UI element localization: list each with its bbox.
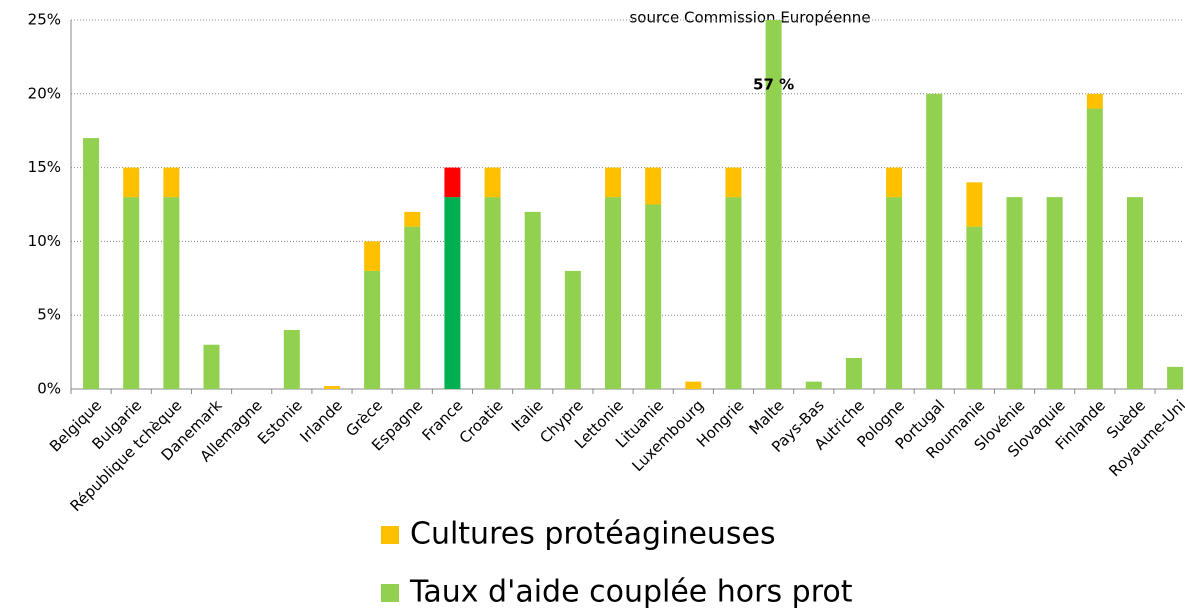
bar-segment	[283, 329, 300, 389]
legend-label: Cultures protéagineuses	[410, 517, 776, 552]
x-tick-label: Estonie	[254, 396, 306, 448]
bar-segment	[926, 93, 943, 390]
bar-segment	[163, 167, 180, 198]
bar-segment	[805, 381, 822, 389]
bar-segment	[725, 167, 742, 198]
bar-segment	[605, 167, 622, 198]
bar-segment	[966, 226, 983, 389]
bar-segment	[404, 211, 421, 227]
plot-area	[83, 20, 1184, 390]
bar-segment	[725, 197, 742, 389]
x-tick-label: Croatie	[456, 396, 507, 447]
y-tick-label: 10%	[28, 232, 61, 250]
data-label: 57 %	[753, 76, 794, 94]
bar-segment	[364, 241, 381, 271]
bar-segment	[524, 211, 541, 389]
bar-segment	[1167, 366, 1184, 389]
bar-segment	[123, 167, 140, 198]
legend-label: Taux d'aide couplée hors prot	[409, 575, 853, 608]
bar-segment	[123, 197, 140, 389]
chart-subtitle: source Commission Européenne	[629, 9, 870, 27]
bar-segment	[444, 167, 461, 198]
bar-segment	[203, 344, 220, 389]
bar-segment	[645, 204, 662, 389]
bar-segment	[83, 138, 100, 389]
bar-segment	[1086, 108, 1103, 389]
bar-segment	[444, 197, 461, 389]
bar-segment	[484, 167, 501, 198]
bar-segment	[685, 381, 702, 389]
y-tick-label: 5%	[37, 306, 61, 324]
x-tick-label: Irlande	[296, 396, 346, 446]
bar-segment	[364, 270, 381, 389]
bar-segment	[404, 226, 421, 389]
bar-segment	[886, 197, 903, 389]
bar-segment	[1126, 197, 1143, 389]
bar-segment	[323, 386, 340, 389]
bar-segment	[605, 197, 622, 389]
bar-segment	[886, 167, 903, 198]
y-tick-label: 0%	[37, 380, 61, 398]
bar-segment	[1006, 197, 1023, 389]
bar-segment	[845, 358, 862, 389]
bar-segment	[564, 270, 581, 389]
bar-segment	[765, 20, 782, 389]
legend-swatch	[381, 526, 399, 544]
bar-segment	[484, 197, 501, 389]
bar-segment	[1086, 93, 1103, 109]
bar-segment	[1046, 197, 1063, 389]
y-tick-label: 25%	[28, 11, 61, 29]
bar-segment	[966, 182, 983, 227]
legend-swatch	[381, 584, 399, 602]
y-tick-label: 20%	[28, 84, 61, 102]
y-tick-label: 15%	[28, 158, 61, 176]
bar-segment	[645, 167, 662, 205]
bar-segment	[163, 197, 180, 389]
